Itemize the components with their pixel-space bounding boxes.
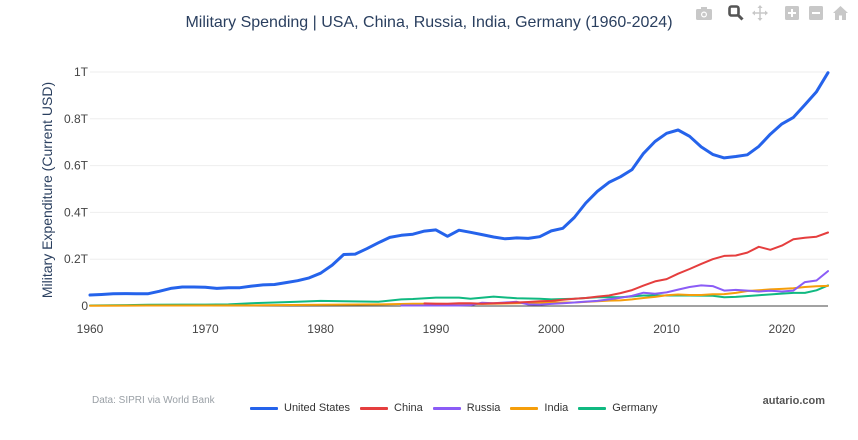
brand-link[interactable]: autario.com (762, 395, 825, 407)
legend-item-russia[interactable]: Russia (432, 402, 501, 414)
legend-swatch (578, 406, 607, 410)
series-line-united-states[interactable] (88, 71, 830, 297)
legend: United States China Russia India Germany (250, 402, 668, 414)
legend-swatch (360, 406, 389, 410)
modebar (692, 4, 852, 22)
x-tick-label: 2010 (653, 322, 680, 336)
legend-label: Russia (466, 402, 501, 414)
x-tick-label: 1980 (307, 322, 334, 336)
y-axis-label: Military Expenditure (Current USD) (39, 82, 55, 298)
x-tick-label: 1990 (423, 322, 450, 336)
series-line-germany[interactable] (89, 284, 829, 307)
legend-item-germany[interactable]: Germany (578, 402, 658, 414)
y-tick-label: 0.6T (64, 159, 89, 173)
chart-title: Military Spending | USA, China, Russia, … (185, 14, 673, 31)
y-tick-label: 1T (74, 65, 89, 79)
home-icon[interactable] (828, 4, 852, 22)
legend-label: Germany (612, 402, 658, 414)
y-tick-label: 0.2T (64, 252, 89, 266)
y-tick-label: 0 (81, 299, 88, 313)
x-axis-ticks: 1960 1970 1980 1990 2000 2010 2020 (77, 322, 796, 336)
legend-item-china[interactable]: China (360, 402, 423, 414)
legend-swatch (432, 406, 461, 410)
y-axis-ticks: 0 0.2T 0.4T 0.6T 0.8T 1T (64, 65, 89, 313)
legend-label: India (544, 402, 569, 414)
series-line-china[interactable] (423, 231, 829, 305)
x-tick-label: 2020 (769, 322, 796, 336)
legend-item-india[interactable]: India (510, 402, 568, 414)
zoom-out-icon[interactable] (804, 4, 828, 22)
x-tick-label: 1960 (77, 322, 104, 336)
pan-icon[interactable] (748, 4, 772, 22)
x-tick-label: 1970 (192, 322, 219, 336)
series-line-india[interactable] (89, 284, 829, 307)
zoom-in-icon[interactable] (780, 4, 804, 22)
y-tick-label: 0.4T (64, 205, 89, 219)
legend-label: China (394, 402, 423, 414)
gridlines (90, 71, 828, 260)
y-tick-label: 0.8T (64, 112, 89, 126)
x-tick-label: 2000 (538, 322, 565, 336)
series-line-russia[interactable] (400, 270, 829, 307)
legend-swatch (510, 406, 539, 410)
data-source: Data: SIPRI via World Bank (92, 395, 215, 406)
camera-icon[interactable] (692, 4, 716, 22)
zoom-icon[interactable] (724, 4, 748, 22)
legend-label: United States (284, 402, 351, 414)
legend-item-united-states[interactable]: United States (250, 402, 350, 414)
series-lines (88, 71, 830, 307)
legend-swatch (250, 406, 278, 410)
